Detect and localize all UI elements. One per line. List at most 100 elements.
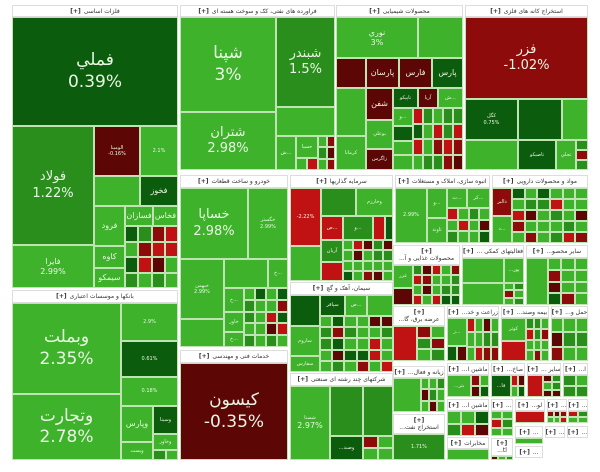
- expand-button[interactable]: [+]: [517, 401, 529, 409]
- stock-tile[interactable]: كاوه: [94, 246, 125, 268]
- stock-tile[interactable]: [332, 360, 345, 372]
- expand-button[interactable]: [+]: [502, 178, 514, 185]
- stock-tile[interactable]: خگستر 2.99%: [248, 188, 288, 259]
- stock-tile[interactable]: [524, 221, 538, 232]
- stock-tile[interactable]: [290, 246, 321, 281]
- stock-tile[interactable]: [431, 326, 445, 338]
- stock-tile[interactable]: [537, 232, 550, 243]
- group-header-small[interactable]: [+]...: [567, 426, 588, 438]
- group-header-small[interactable]: [+]...: [568, 399, 588, 411]
- stock-tile[interactable]: [468, 208, 480, 220]
- stock-tile[interactable]: [373, 270, 383, 281]
- stock-tile[interactable]: [343, 240, 353, 251]
- stock-tile[interactable]: [576, 150, 588, 160]
- stock-tile[interactable]: شتران 2.98%: [180, 112, 276, 170]
- stock-tile[interactable]: [504, 290, 514, 298]
- stock-tile[interactable]: [318, 147, 327, 159]
- stock-tile[interactable]: [353, 250, 363, 261]
- stock-tile[interactable]: و...: [393, 108, 413, 126]
- stock-tile[interactable]: [363, 386, 393, 436]
- stock-tile[interactable]: [344, 316, 357, 328]
- group-header-cement[interactable]: [+] سیمان، آهک و گچ: [290, 282, 393, 295]
- stock-tile[interactable]: [548, 293, 562, 305]
- stock-tile[interactable]: [568, 411, 578, 417]
- stock-tile[interactable]: فرود: [94, 206, 125, 246]
- stock-tile[interactable]: [563, 332, 576, 347]
- expand-button[interactable]: [+]: [369, 7, 380, 15]
- stock-tile[interactable]: [224, 259, 268, 288]
- stock-tile[interactable]: [479, 219, 490, 232]
- stock-tile[interactable]: [383, 240, 393, 251]
- stock-tile[interactable]: [255, 335, 266, 347]
- stock-tile[interactable]: غزر: [393, 265, 413, 288]
- small-tiles[interactable]: [421, 378, 445, 412]
- stock-tile[interactable]: [151, 257, 165, 273]
- stock-tile[interactable]: [524, 199, 538, 210]
- group-header-small[interactable]: [+]...: [491, 399, 513, 411]
- stock-tile[interactable]: ش...: [438, 88, 463, 108]
- stock-tile[interactable]: [541, 328, 549, 340]
- stock-tile[interactable]: ث...: [447, 188, 467, 208]
- stock-tile[interactable]: [575, 346, 588, 361]
- stock-tile[interactable]: [266, 335, 277, 347]
- stock-tile[interactable]: [423, 139, 433, 155]
- group-header-support-activities[interactable]: [+]... فعالیتهای کمکی: [462, 245, 524, 258]
- stock-tile[interactable]: [447, 208, 458, 220]
- stock-tile[interactable]: [380, 316, 393, 328]
- small-tiles[interactable]: [467, 318, 499, 361]
- small-tiles[interactable]: [491, 456, 513, 460]
- small-tiles[interactable]: [447, 346, 467, 361]
- expand-button[interactable]: [+]: [198, 353, 210, 360]
- stock-tile[interactable]: [461, 423, 475, 436]
- stock-tile[interactable]: [457, 346, 467, 361]
- expand-button[interactable]: [+]: [450, 439, 462, 447]
- expand-button[interactable]: [+]: [448, 401, 459, 409]
- stock-tile[interactable]: [491, 318, 499, 333]
- stock-tile[interactable]: وتجارت 2.78%: [12, 394, 121, 460]
- stock-tile[interactable]: پارس: [432, 58, 463, 88]
- stock-tile[interactable]: [138, 272, 152, 288]
- stock-tile[interactable]: [475, 332, 483, 347]
- stock-tile[interactable]: [550, 232, 563, 243]
- stock-tile[interactable]: فسازان: [125, 206, 153, 226]
- stock-tile[interactable]: [553, 417, 561, 423]
- stock-tile[interactable]: [326, 136, 335, 148]
- stock-tile[interactable]: [320, 327, 333, 339]
- stock-tile[interactable]: [429, 400, 437, 412]
- group-header-telecom[interactable]: [+] مخابرات: [447, 437, 489, 449]
- expand-button[interactable]: [+]: [527, 365, 539, 373]
- group-header-insurance[interactable]: [+] ...بیمه وصند: [501, 306, 549, 318]
- stock-tile[interactable]: [533, 339, 542, 351]
- stock-tile[interactable]: سپاقر: [320, 295, 345, 316]
- stock-tile[interactable]: كوثر: [501, 318, 526, 341]
- stock-tile[interactable]: [151, 241, 165, 257]
- group-header-small[interactable]: [+] ...لو: [515, 399, 545, 411]
- group-header-auto[interactable]: [+] خودرو و ساخت قطعات: [180, 175, 288, 188]
- stock-tile[interactable]: [330, 386, 363, 436]
- expand-button[interactable]: [+]: [462, 248, 474, 255]
- stock-tile[interactable]: الومينا -0.16%: [94, 126, 140, 176]
- stock-tile[interactable]: [447, 423, 461, 436]
- stock-tile[interactable]: [266, 323, 277, 336]
- stock-tile[interactable]: [512, 232, 525, 243]
- stock-tile[interactable]: [393, 155, 413, 170]
- stock-tile[interactable]: خ...: [224, 332, 244, 347]
- expand-button[interactable]: [+]: [70, 7, 81, 15]
- stock-tile[interactable]: [552, 382, 561, 390]
- stock-tile[interactable]: [467, 332, 475, 347]
- stock-tile[interactable]: ش...: [276, 136, 296, 170]
- stock-tile[interactable]: [552, 389, 561, 397]
- stock-tile[interactable]: [151, 272, 165, 288]
- stock-tile[interactable]: [153, 450, 166, 460]
- stock-tile[interactable]: [332, 327, 345, 339]
- stock-tile[interactable]: [437, 389, 445, 401]
- stock-tile[interactable]: [433, 123, 443, 139]
- expand-button[interactable]: [+]: [197, 178, 209, 185]
- stock-tile[interactable]: [383, 250, 393, 261]
- stock-tile[interactable]: [483, 318, 491, 333]
- stock-tile[interactable]: [548, 281, 562, 294]
- small-tiles[interactable]: [417, 326, 445, 361]
- stock-tile[interactable]: [526, 339, 534, 351]
- stock-tile[interactable]: ويست: [121, 442, 153, 460]
- stock-tile[interactable]: [356, 349, 369, 361]
